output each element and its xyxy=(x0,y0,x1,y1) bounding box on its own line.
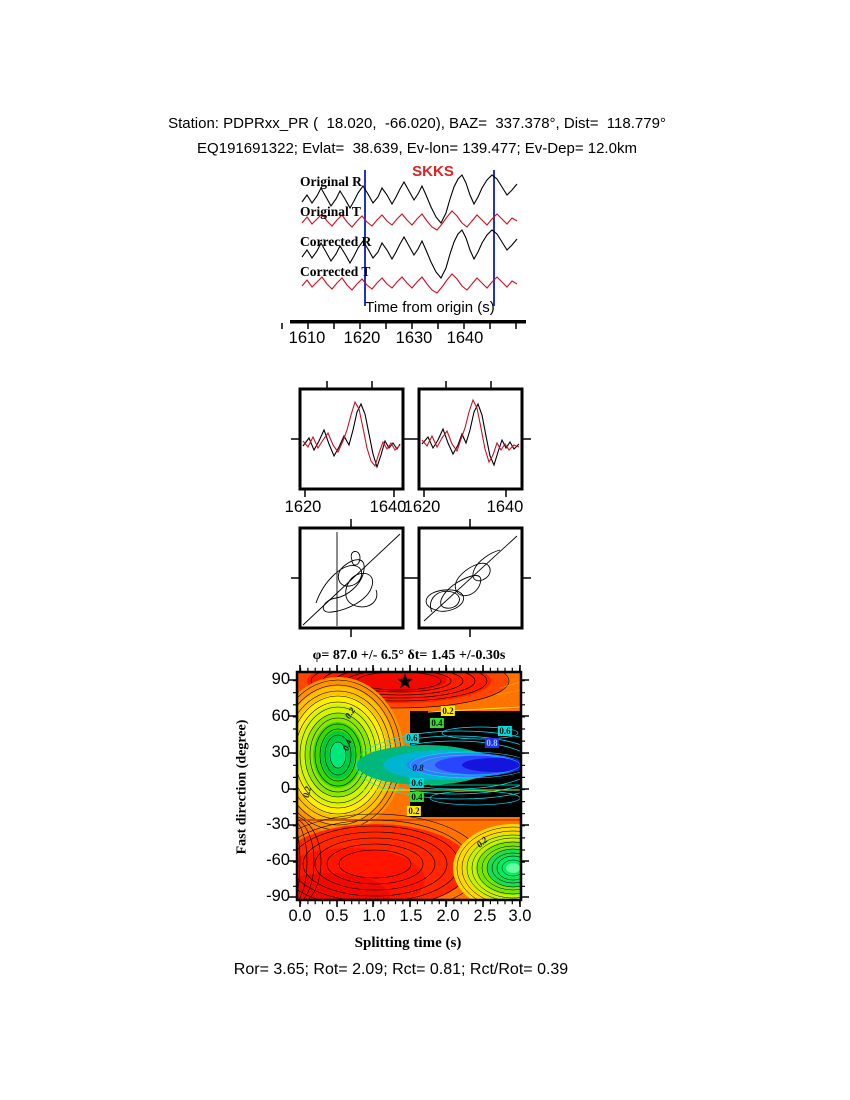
header-event-line: EQ191691322; Evlat= 38.639, Ev-lon= 139.… xyxy=(197,140,637,157)
best-fit-star xyxy=(396,673,414,689)
contour-label-08-inline: 0.8 xyxy=(412,762,424,773)
contour-xlabel: Splitting time (s) xyxy=(354,935,462,951)
time-axis xyxy=(290,320,526,324)
pair-panel-left xyxy=(298,387,405,491)
xtick-25: 2.5 xyxy=(473,907,497,925)
contour-plot xyxy=(289,665,529,907)
pm-right-motion xyxy=(423,535,518,622)
contour-label-04-rot: 0.4 xyxy=(339,737,354,752)
corrected-r-trace xyxy=(301,229,518,279)
ytick-0: 0 xyxy=(280,779,290,797)
contour-yticks-major xyxy=(289,679,529,898)
contour-label-02-rot3: 0.2 xyxy=(474,834,490,850)
contour-label-04: 0.4 xyxy=(429,717,445,728)
trace-label-original-r: Original R xyxy=(300,174,362,189)
pair-right-red-trace xyxy=(421,398,520,464)
xtick-0: 0.0 xyxy=(288,907,312,925)
pair-right-black-trace xyxy=(421,402,520,467)
header-station-line: Station: PDPRxx_PR ( 18.020, -66.020), B… xyxy=(168,115,666,132)
pair-panel-ticks xyxy=(291,381,531,497)
xtick-10: 1.0 xyxy=(362,907,386,925)
pm-left-motion xyxy=(302,532,401,626)
pair-left-red-trace xyxy=(302,400,401,468)
time-tick-1630: 1630 xyxy=(395,329,433,347)
pair-panels xyxy=(291,381,531,497)
contour-label-06: 0.6 xyxy=(404,732,420,743)
particle-motion-panels xyxy=(291,519,531,637)
contour-frame xyxy=(295,670,523,902)
corrected-t-trace xyxy=(301,273,518,294)
time-tick-1620: 1620 xyxy=(343,329,381,347)
ytick-30: 30 xyxy=(271,743,290,761)
time-tick-1640: 1640 xyxy=(446,329,484,347)
pair-tick-left-1620: 1620 xyxy=(284,498,322,516)
contour-label-06b: 0.6 xyxy=(497,725,513,736)
ytick-90: 90 xyxy=(271,670,290,688)
contour-label-02-rot: 0.2 xyxy=(342,705,357,721)
contour-label-08: 0.8 xyxy=(484,737,500,748)
trace-label-original-t: Original T xyxy=(300,204,361,219)
contour-xticks-major xyxy=(299,665,521,907)
contour-level-labels: 0.2 0.4 0.6 0.6 0.8 0.8 0.6 0.4 0.2 0.2 … xyxy=(297,672,521,900)
xtick-05: 0.5 xyxy=(325,907,349,925)
contour-label-02-rot2: 0.2 xyxy=(300,785,313,799)
original-r-trace xyxy=(301,174,518,224)
pair-tick-right-1640: 1640 xyxy=(486,498,524,516)
time-tick-1610: 1610 xyxy=(288,329,326,347)
footer-stats: Ror= 3.65; Rot= 2.09; Rct= 0.81; Rct/Rot… xyxy=(233,961,569,978)
contour-label-06c: 0.6 xyxy=(409,777,425,788)
xtick-15: 1.5 xyxy=(399,907,423,925)
time-axis-ticks xyxy=(281,323,517,329)
xtick-30: 3.0 xyxy=(508,907,532,925)
ytick-n90: -90 xyxy=(266,887,290,905)
ytick-n30: -30 xyxy=(266,815,290,833)
pair-panel-right xyxy=(417,387,524,491)
trace-label-corrected-t: Corrected T xyxy=(300,264,371,279)
contour-label-02b: 0.2 xyxy=(406,805,422,816)
contour-label-04b: 0.4 xyxy=(409,791,425,802)
contour-title: φ= 87.0 +/- 6.5° δt= 1.45 +/-0.30s xyxy=(312,648,506,663)
original-t-trace xyxy=(301,210,518,231)
waveform-section xyxy=(281,170,526,329)
trace-label-corrected-r: Corrected R xyxy=(300,234,372,249)
pm-panel-ticks xyxy=(291,519,531,637)
ytick-n60: -60 xyxy=(266,851,290,869)
pair-tick-left-1640: 1640 xyxy=(369,498,407,516)
contour-label-02: 0.2 xyxy=(440,705,456,716)
xtick-20: 2.0 xyxy=(436,907,460,925)
pair-tick-right-1620: 1620 xyxy=(403,498,441,516)
time-axis-label: Time from origin (s) xyxy=(365,299,495,316)
pair-left-black-trace xyxy=(302,402,401,469)
ytick-60: 60 xyxy=(271,707,290,725)
phase-label: SKKS xyxy=(412,163,454,180)
